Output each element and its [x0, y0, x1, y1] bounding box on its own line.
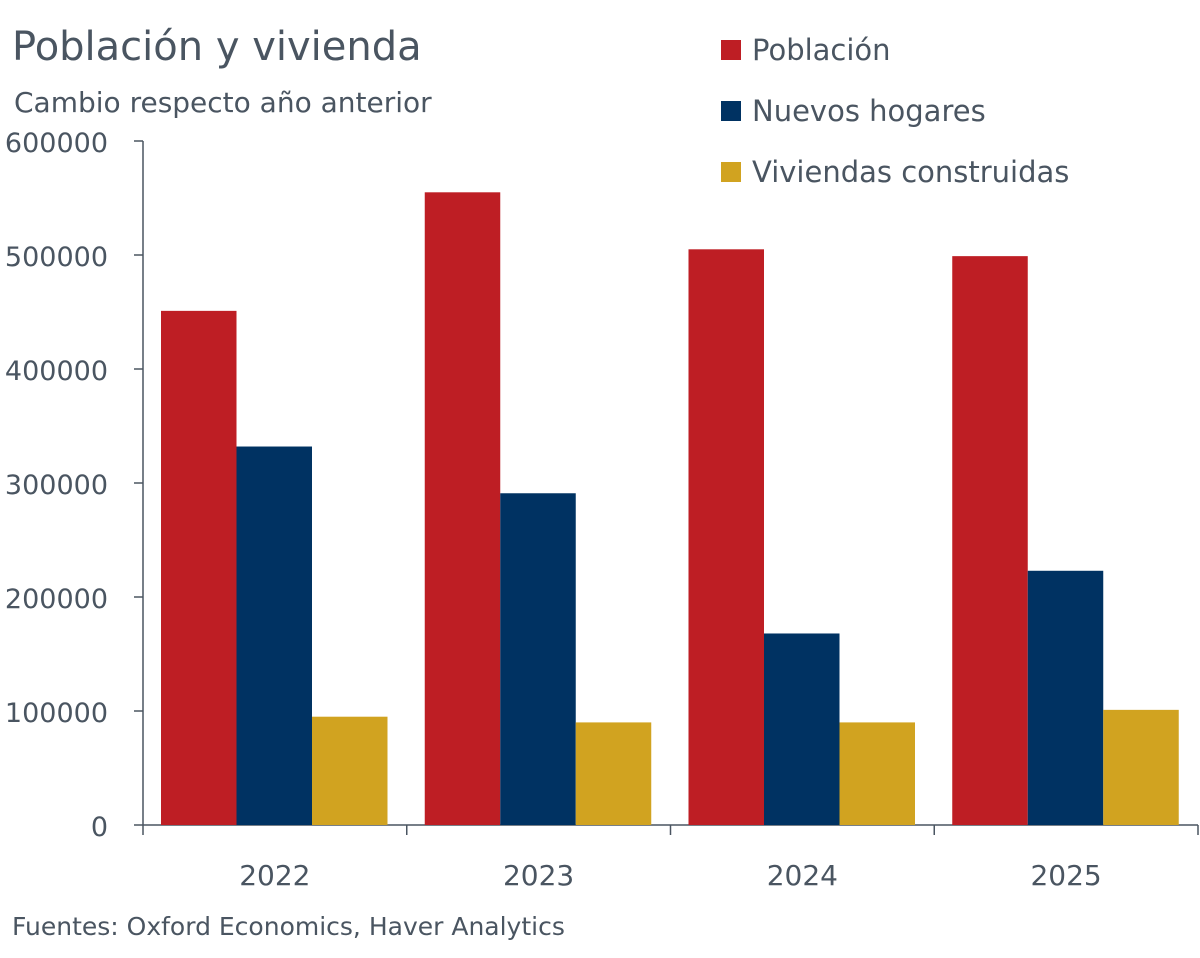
y-tick-label: 500000 — [5, 242, 108, 273]
legend-label: Viviendas construidas — [752, 155, 1069, 189]
y-tick-label: 300000 — [5, 470, 108, 501]
bar-nuevos-hogares-2023 — [500, 493, 576, 825]
bar-nuevos-hogares-2024 — [764, 633, 840, 825]
y-tick-label: 100000 — [5, 698, 108, 729]
bar-población-2024 — [688, 249, 764, 826]
legend: Población Nuevos hogares Viviendas constru… — [721, 33, 1069, 189]
x-tick-label: 2025 — [1030, 859, 1101, 892]
chart-subtitle: Cambio respecto año anterior — [14, 86, 432, 119]
bar-viviendas-construidas-2023 — [575, 722, 652, 825]
y-tick-label: 400000 — [5, 356, 108, 387]
y-tick-label: 200000 — [5, 584, 108, 615]
bar-nuevos-hogares-2025 — [1027, 570, 1104, 825]
bar-nuevos-hogares-2022 — [236, 446, 312, 825]
bar-viviendas-construidas-2025 — [1103, 709, 1179, 825]
y-tick-label: 0 — [91, 812, 108, 843]
x-axis: 2022 2023 2024 2025 — [142, 824, 1199, 892]
legend-swatch — [721, 40, 741, 60]
y-tick-label: 600000 — [5, 128, 108, 159]
x-tick-label: 2022 — [239, 859, 310, 892]
chart-title: Población y vivienda — [12, 24, 422, 70]
bar-población-2023 — [424, 192, 501, 826]
bar-viviendas-construidas-2024 — [839, 722, 915, 825]
bar-población-2022 — [161, 310, 237, 825]
legend-swatch — [721, 162, 741, 182]
x-tick-label: 2024 — [767, 859, 838, 892]
source-note: Fuentes: Oxford Economics, Haver Analyti… — [12, 912, 565, 941]
bars — [161, 192, 1179, 826]
x-tick-label: 2023 — [503, 859, 574, 892]
bar-población-2025 — [952, 256, 1028, 825]
bar-viviendas-construidas-2022 — [312, 716, 388, 825]
legend-swatch — [721, 101, 741, 121]
y-axis: 0 100000 200000 300000 400000 500000 600000 — [5, 128, 144, 843]
legend-label: Nuevos hogares — [752, 94, 986, 128]
legend-label: Población — [752, 33, 891, 67]
